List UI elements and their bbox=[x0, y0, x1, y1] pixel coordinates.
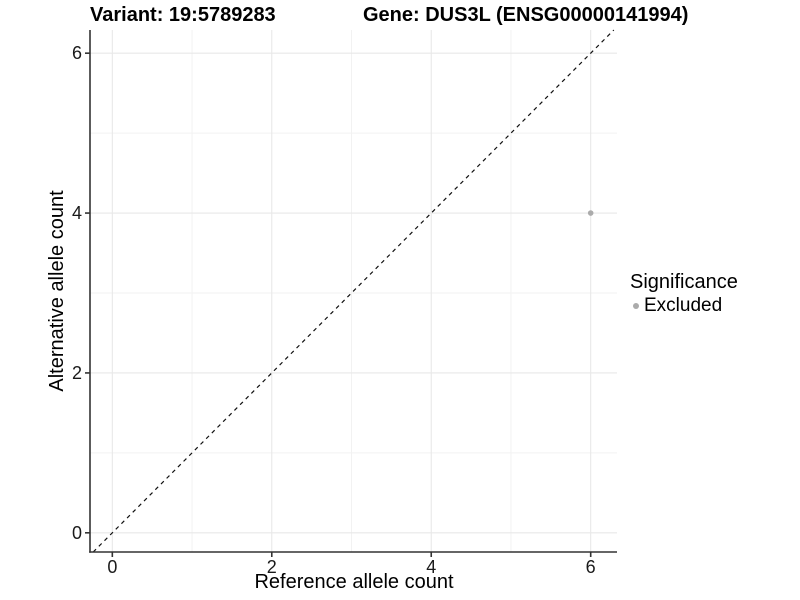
plot-title-variant: Variant: 19:5789283 bbox=[90, 4, 276, 26]
axes-group bbox=[85, 30, 617, 557]
plot-title-gene: Gene: DUS3L (ENSG00000141994) bbox=[363, 4, 689, 26]
data-point-excluded bbox=[587, 210, 594, 216]
y-tick-label-0: 0 bbox=[72, 523, 82, 543]
identity-line-group bbox=[92, 29, 615, 553]
x-axis-title: Reference allele count bbox=[254, 571, 453, 593]
legend-item-label: Excluded bbox=[644, 295, 723, 316]
grid-major bbox=[90, 30, 617, 552]
excluded-point-icon bbox=[633, 302, 639, 309]
identity-line bbox=[92, 29, 615, 553]
y-axis-title: Alternative allele count bbox=[46, 190, 68, 392]
grid-minor bbox=[90, 30, 617, 552]
tick-labels-group: 0 2 4 6 0 2 4 6 bbox=[72, 43, 596, 577]
y-tick-label-6: 6 bbox=[72, 43, 82, 63]
y-tick-label-2: 2 bbox=[72, 363, 82, 383]
data-points-group bbox=[587, 210, 594, 216]
y-tick-label-4: 4 bbox=[72, 203, 82, 223]
legend: Significance Excluded bbox=[630, 271, 738, 316]
x-tick-label-0: 0 bbox=[107, 557, 117, 577]
x-tick-label-6: 6 bbox=[586, 557, 596, 577]
x-tick-label-4: 4 bbox=[426, 557, 436, 577]
legend-item-excluded: Excluded bbox=[630, 295, 738, 316]
legend-title: Significance bbox=[630, 271, 738, 293]
x-tick-label-2: 2 bbox=[267, 557, 277, 577]
